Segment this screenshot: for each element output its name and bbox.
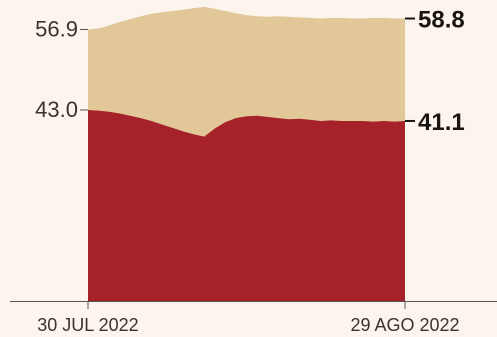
end-value-label-1: 41.1: [418, 109, 465, 136]
end-value-label-0: 58.8: [418, 7, 465, 34]
series-area-1: [88, 110, 405, 301]
x-tick-label-1: 29 AGO 2022: [350, 315, 459, 335]
label-layer: 56.9 58.8 43.0 41.1 30 JUL 2022 29 AGO 2022: [35, 7, 465, 335]
x-tick-label-0: 30 JUL 2022: [37, 315, 138, 335]
area-layer: [88, 6, 405, 302]
start-value-label-0: 56.9: [35, 17, 78, 42]
start-value-label-1: 43.0: [35, 97, 78, 122]
